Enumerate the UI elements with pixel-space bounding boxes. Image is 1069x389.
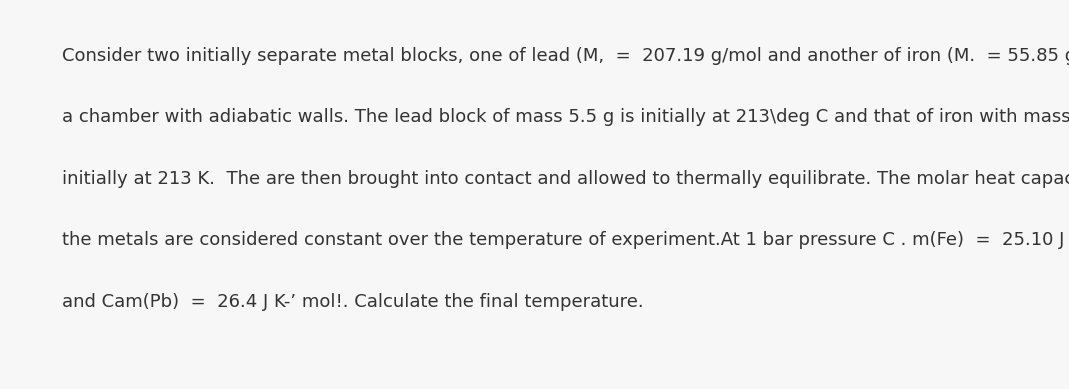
- Text: initially at 213 K.  The are then brought into contact and allowed to thermally : initially at 213 K. The are then brought…: [62, 170, 1069, 187]
- Text: and Cam(Pb)  =  26.4 J K-’ mol!. Calculate the final temperature.: and Cam(Pb) = 26.4 J K-’ mol!. Calculate…: [62, 293, 644, 310]
- Text: Consider two initially separate metal blocks, one of lead (M,  =  207.19 g/mol a: Consider two initially separate metal bl…: [62, 47, 1069, 65]
- Text: a chamber with adiabatic walls. The lead block of mass 5.5 g is initially at 213: a chamber with adiabatic walls. The lead…: [62, 108, 1069, 126]
- Text: the metals are considered constant over the temperature of experiment.At 1 bar p: the metals are considered constant over …: [62, 231, 1069, 249]
